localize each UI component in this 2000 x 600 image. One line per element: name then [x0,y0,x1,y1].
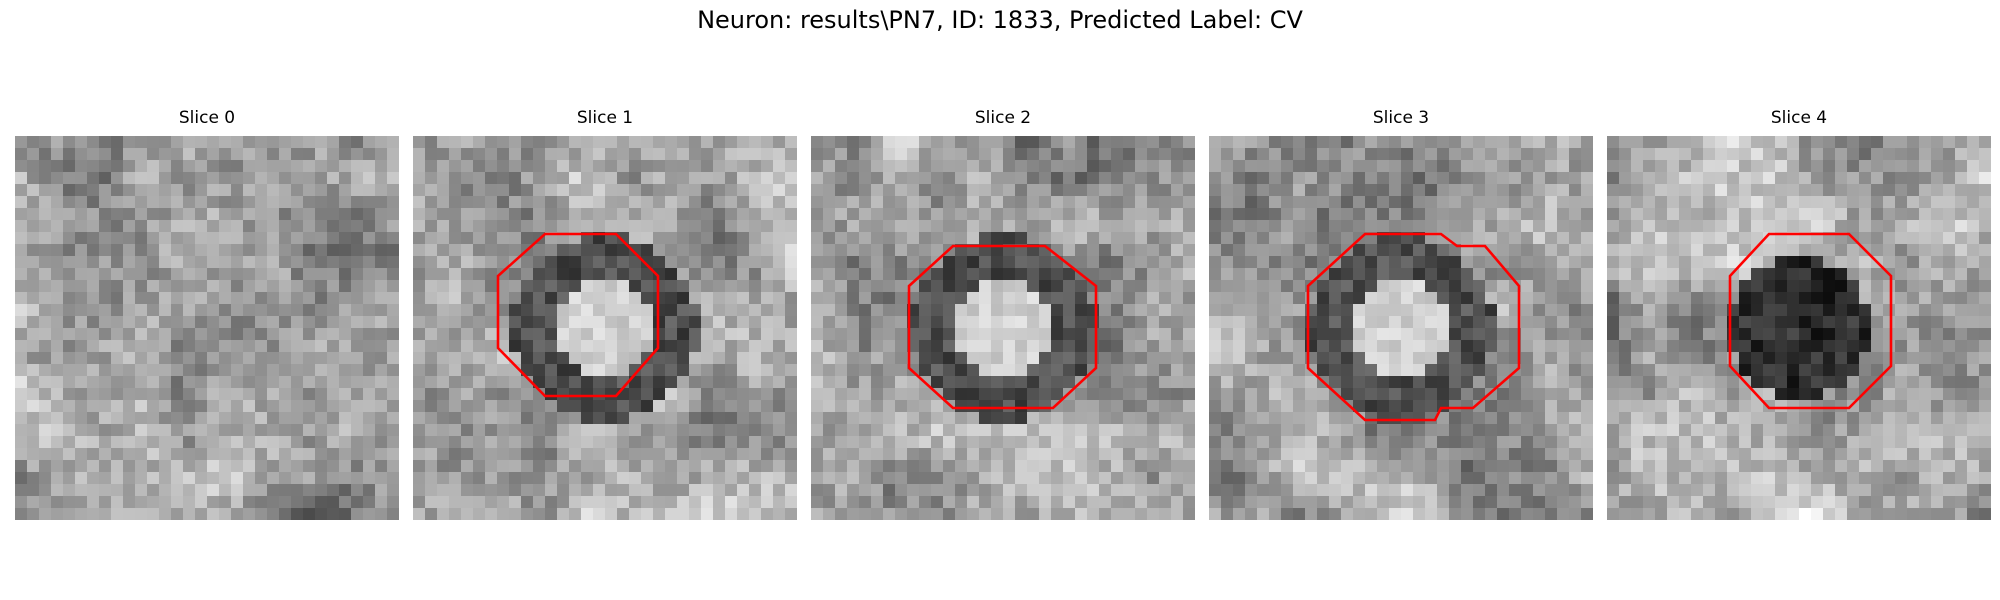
slice-image-svg-1 [413,136,797,520]
slice-image-svg-0 [15,136,399,520]
slice-title-2: Slice 2 [974,108,1032,128]
slice-image-2 [811,136,1195,520]
vesicle-outline-1 [496,232,660,398]
slice-title-1: Slice 1 [576,108,634,128]
slice-title-3: Slice 3 [1372,108,1430,128]
slice-image-0 [15,136,399,520]
slice-title-4: Slice 4 [1770,108,1828,128]
slice-image-4 [1607,136,1991,520]
slice-image-svg-3 [1209,136,1593,520]
vesicle-outline-2 [907,244,1098,410]
figure-title: Neuron: results\PN7, ID: 1833, Predicted… [697,6,1303,34]
slice-image-svg-4 [1607,136,1991,520]
vesicle-outline-3 [1306,232,1521,422]
slice-title-0: Slice 0 [178,108,236,128]
slice-image-svg-2 [811,136,1195,520]
slice-image-3 [1209,136,1593,520]
vesicle-outline-4 [1728,232,1893,410]
slice-image-1 [413,136,797,520]
